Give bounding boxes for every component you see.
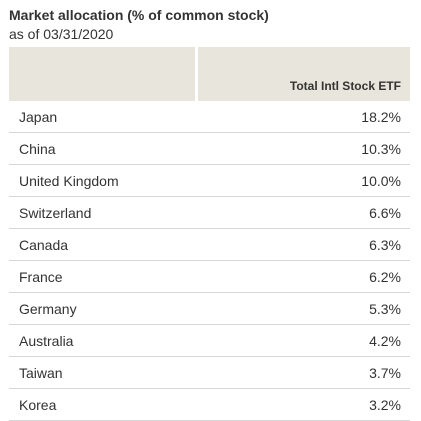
- country-cell: Australia: [9, 324, 197, 357]
- panel-title: Market allocation (% of common stock): [9, 7, 269, 23]
- table-row: Germany 5.3%: [9, 292, 410, 325]
- country-cell: China: [9, 132, 197, 165]
- table-row: Canada 6.3%: [9, 228, 410, 261]
- allocation-value-cell: 3.7%: [196, 356, 410, 389]
- allocation-value-cell: 4.2%: [196, 324, 410, 357]
- country-cell: Germany: [9, 292, 197, 325]
- table-row: Australia 4.2%: [9, 324, 410, 357]
- country-cell: Taiwan: [9, 356, 197, 389]
- allocation-value-cell: 6.3%: [196, 228, 410, 261]
- table-row: France 6.2%: [9, 260, 410, 293]
- allocation-value-cell: 6.6%: [196, 196, 410, 229]
- table-row: Korea 3.2%: [9, 388, 410, 421]
- country-cell: Canada: [9, 228, 197, 261]
- allocation-value-cell: 3.2%: [196, 388, 410, 421]
- as-of-date: as of 03/31/2020: [9, 26, 114, 42]
- allocation-value-cell: 6.2%: [196, 260, 410, 293]
- table-row: Taiwan 3.7%: [9, 356, 410, 389]
- column-header-country: [9, 47, 198, 101]
- allocation-value-cell: 10.3%: [196, 132, 410, 165]
- country-cell: Switzerland: [9, 196, 197, 229]
- country-cell: Japan: [9, 101, 197, 133]
- table-row: Switzerland 6.6%: [9, 196, 410, 229]
- column-header-fund: Total Intl Stock ETF: [196, 47, 410, 101]
- allocation-value-cell: 5.3%: [196, 292, 410, 325]
- table-row: Japan 18.2%: [9, 101, 410, 133]
- table-row: United Kingdom 10.0%: [9, 164, 410, 197]
- country-cell: France: [9, 260, 197, 293]
- table-row: China 10.3%: [9, 132, 410, 165]
- country-cell: Korea: [9, 388, 197, 421]
- market-allocation-panel: Market allocation (% of common stock) as…: [9, 6, 410, 421]
- allocation-value-cell: 18.2%: [196, 101, 410, 133]
- country-cell: United Kingdom: [9, 164, 197, 197]
- allocation-value-cell: 10.0%: [196, 164, 410, 197]
- table-header-row: Total Intl Stock ETF: [9, 47, 410, 101]
- allocation-table: Total Intl Stock ETF Japan 18.2% China 1…: [9, 47, 410, 421]
